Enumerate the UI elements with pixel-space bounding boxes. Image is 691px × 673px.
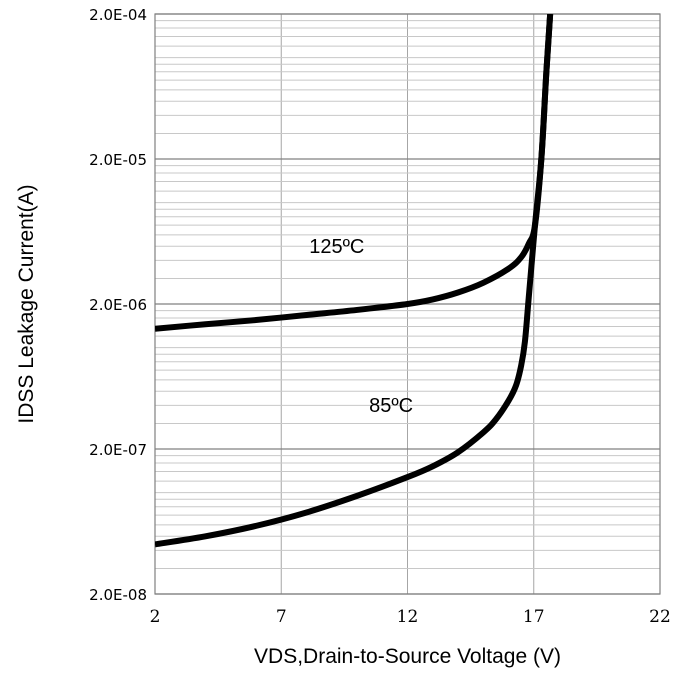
y-axis-label: IDSS Leakage Current(A) [15, 184, 38, 423]
series-curves [155, 14, 554, 548]
x-tick-labels: 2 7 12 17 22 [150, 607, 671, 627]
y-tick-label: 2.0E-04 [89, 6, 147, 24]
y-tick-label: 2.0E-06 [89, 296, 147, 314]
y-tick-label: 2.0E-07 [89, 441, 147, 459]
series-annotation: 85ºC [369, 395, 413, 417]
x-tick-label: 22 [649, 607, 671, 627]
x-axis-label: VDS,Drain-to-Source Voltage (V) [254, 645, 561, 668]
x-tick-label: 2 [150, 607, 161, 627]
y-tick-labels: 2.0E-08 2.0E-07 2.0E-06 2.0E-05 2.0E-04 [89, 6, 147, 604]
x-tick-label: 17 [523, 607, 545, 627]
x-tick-label: 7 [276, 607, 287, 627]
plot-area-frame [154, 13, 661, 595]
series-annotation: 125ºC [309, 236, 364, 258]
series-line [155, 14, 554, 548]
y-tick-label: 2.0E-05 [89, 151, 147, 169]
x-tick-label: 12 [397, 607, 419, 627]
curve-annotations: 125ºC 85ºC [309, 236, 413, 417]
y-tick-label: 2.0E-08 [89, 586, 147, 604]
